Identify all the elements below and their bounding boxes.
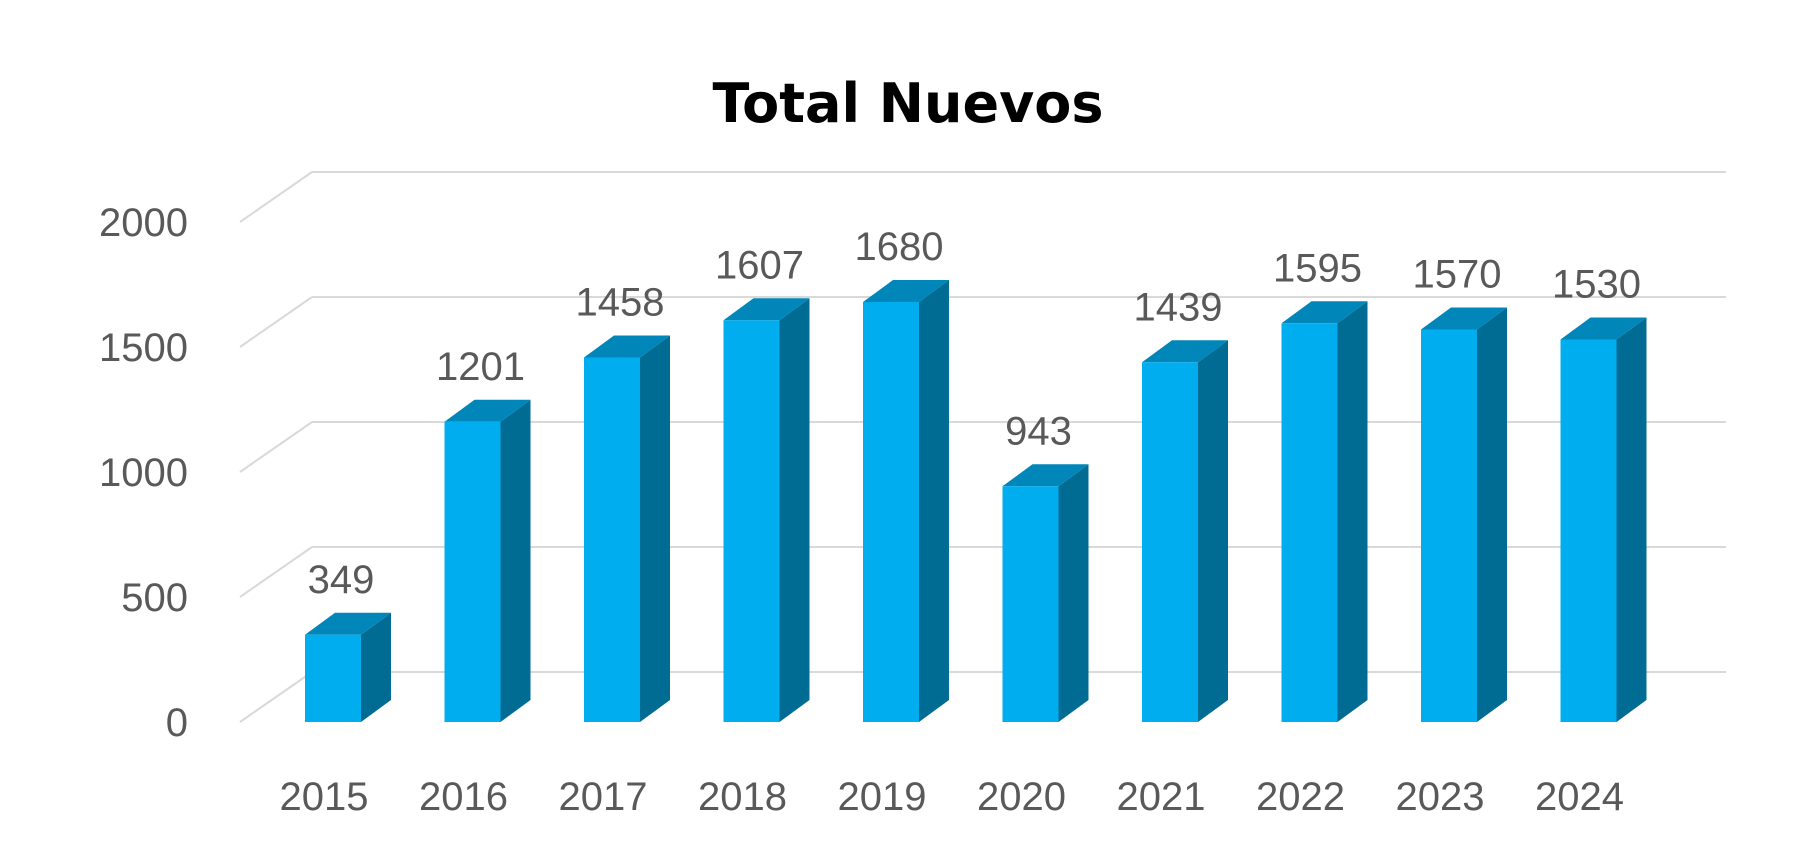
- bar-side: [779, 298, 810, 722]
- chart-title: Total Nuevos: [712, 72, 1104, 135]
- gridline-diagonal: [239, 421, 313, 473]
- y-tick-label: 500: [121, 576, 188, 620]
- x-category-label: 2018: [698, 775, 787, 819]
- bar: [1281, 301, 1368, 722]
- bar-top: [863, 280, 949, 302]
- x-axis-category-labels: 2015 2016 2017 2018 2019 2020 2021 2022 2023 2024: [280, 775, 1624, 819]
- data-label: 1201: [436, 345, 525, 389]
- bar-side: [640, 335, 670, 722]
- bar-top: [1421, 307, 1507, 330]
- data-label: 1458: [576, 281, 665, 325]
- gridline-diagonal: [239, 171, 313, 223]
- x-category-label: 2024: [1535, 775, 1624, 819]
- bars: [305, 280, 1647, 722]
- bar-side: [1198, 340, 1228, 722]
- bar-front: [723, 320, 780, 722]
- bar-side: [1058, 464, 1089, 722]
- x-category-label: 2022: [1256, 775, 1345, 819]
- bar-side: [500, 399, 531, 722]
- bar-front: [1560, 339, 1617, 722]
- x-category-label: 2021: [1117, 775, 1206, 819]
- bar: [444, 399, 531, 722]
- bar-side: [1337, 301, 1368, 722]
- bar: [1142, 340, 1228, 722]
- bar-top: [1142, 340, 1228, 363]
- bar: [584, 335, 670, 722]
- data-label: 1680: [855, 225, 944, 269]
- bar-top: [1002, 464, 1089, 487]
- bar-front: [584, 357, 640, 722]
- bar: [1002, 464, 1089, 722]
- y-tick-label: 1500: [99, 326, 188, 370]
- bar-side: [919, 280, 949, 722]
- bar: [1560, 317, 1647, 722]
- gridline-diagonal: [239, 296, 313, 348]
- y-tick-label: 0: [166, 701, 188, 745]
- bar-front: [1421, 329, 1477, 722]
- data-label: 349: [308, 558, 375, 602]
- x-category-label: 2020: [977, 775, 1066, 819]
- bar: [305, 612, 391, 722]
- y-tick-label: 2000: [99, 201, 188, 245]
- x-category-label: 2017: [559, 775, 648, 819]
- y-tick-label: 1000: [99, 451, 188, 495]
- bar-top: [1281, 301, 1368, 324]
- bar-front: [305, 634, 361, 722]
- bar-side: [361, 612, 391, 722]
- bar-top: [444, 399, 531, 422]
- data-label: 943: [1005, 409, 1072, 453]
- x-category-label: 2015: [280, 775, 369, 819]
- bar-front: [1002, 486, 1059, 722]
- data-label: 1607: [715, 243, 804, 287]
- bar-side: [1616, 317, 1647, 722]
- data-label: 1595: [1273, 246, 1362, 290]
- bar-top: [723, 298, 810, 321]
- data-labels: 349 1201 1458 1607 1680 943 1439 1595 1570 1530: [308, 225, 1641, 602]
- bar: [723, 298, 810, 722]
- bar-front: [444, 421, 501, 722]
- bar-top: [584, 335, 670, 358]
- bar: [863, 280, 949, 722]
- data-label: 1530: [1552, 263, 1641, 307]
- x-category-label: 2019: [838, 775, 927, 819]
- x-category-label: 2023: [1396, 775, 1485, 819]
- bar-front: [1142, 362, 1198, 722]
- bar: [1421, 307, 1507, 722]
- bar-front: [863, 302, 919, 722]
- x-category-label: 2016: [419, 775, 508, 819]
- gridline-diagonal: [239, 671, 313, 723]
- data-label: 1439: [1134, 285, 1223, 329]
- bar-front: [1281, 323, 1338, 722]
- data-label: 1570: [1413, 253, 1502, 297]
- y-axis-tick-labels: 0 500 1000 1500 2000: [99, 201, 188, 745]
- gridline-diagonal: [239, 546, 313, 598]
- bar-side: [1477, 307, 1507, 722]
- bar-top: [1560, 317, 1647, 340]
- bar-top: [305, 612, 391, 635]
